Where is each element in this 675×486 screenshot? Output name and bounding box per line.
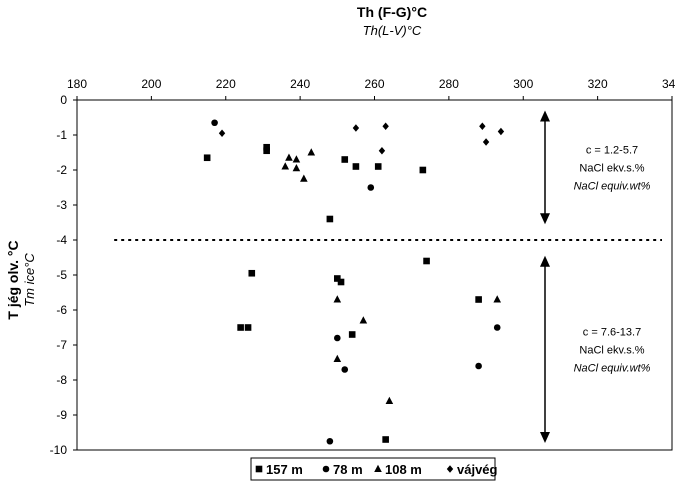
range-arrow-head-bottom [540,213,550,225]
data-point-square [337,278,345,286]
data-point-triangle [285,153,293,161]
data-point-square [352,163,360,170]
data-point-triangle [307,148,316,156]
y-tick-label: 0 [60,93,67,107]
y-tick-label: -9 [56,408,67,422]
data-point-triangle [493,295,502,303]
data-point-square [334,275,341,282]
range-annotations: c = 1.2-5.7 NaCl ekv.s.% NaCl equiv.wt% c =… [540,110,651,443]
legend-marker-diamond [446,465,454,473]
y-tick-label: -3 [56,198,67,212]
x-tick-label: 220 [216,77,236,91]
x-tick-label: 340 [662,77,675,91]
data-point-square [341,156,349,163]
data-point-square [374,163,382,170]
data-point-diamond [352,124,360,132]
x-tick-label: 300 [513,77,533,91]
data-point-square [382,436,389,443]
x-tick-label: 320 [588,77,608,91]
range-label-line: NaCl ekv.s.% [579,344,644,356]
legend-label: 108 m [385,462,422,477]
data-point-diamond [497,127,505,136]
data-point-square [326,215,334,223]
data-point-diamond [382,122,389,131]
data-point-circle [475,362,482,370]
y-axis-label-italic: Tm ice°C [22,253,37,307]
data-point-square [203,154,211,162]
range-label-line: c = 1.2-5.7 [586,144,638,156]
range-arrow-head-top [540,110,550,122]
y-axis: 0 -1 -2 -3 -4 -5 -6 -7 -8 -9 -10 [50,93,77,457]
data-point-diamond [378,146,386,155]
legend-items: 157 m 78 m 108 m vájvég [255,462,498,477]
y-axis-label: T jég olv. °C [5,240,21,319]
data-point-circle [334,334,341,342]
x-axis: 180 200 220 240 260 280 300 320 340 [67,77,675,100]
data-point-square [244,324,252,331]
data-point-triangle [281,162,290,170]
legend: 157 m 78 m 108 m vájvég [250,457,498,481]
data-point-square [248,269,256,277]
range-arrow-head-bottom [540,432,550,443]
data-point-diamond [482,138,490,146]
range-label-line: c = 7.6-13.7 [583,326,641,338]
chart-subtitle: Th(L-V)°C [363,23,422,38]
y-tick-label: -5 [56,268,67,282]
data-point-triangle [359,316,368,324]
y-tick-label: -2 [56,163,67,177]
data-point-circle [341,366,349,373]
data-point-triangle [333,354,342,362]
y-tick-label: -4 [56,233,67,247]
x-tick-label: 180 [67,77,87,91]
plot-area [76,99,673,451]
data-point-square [419,166,427,174]
legend-marker-triangle [374,464,382,472]
data-point-square [237,324,244,331]
data-point-circle [326,437,334,445]
data-point-square [263,147,270,155]
x-tick-label: 240 [290,77,310,91]
chart-title: Th (F-G)°C [357,4,427,20]
data-point-triangle [333,295,342,303]
range-label-line: NaCl equiv.wt% [574,180,651,192]
range-arrow-head-top [540,255,550,267]
data-point-triangle [292,164,301,172]
data-point-triangle [385,396,394,404]
legend-label: 78 m [333,462,363,477]
y-tick-label: -10 [50,443,68,457]
legend-label: vájvég [457,462,498,477]
legend-marker-square [255,465,263,473]
y-tick-label: -1 [56,128,67,142]
x-tick-label: 260 [364,77,384,91]
legend-label: 157 m [266,462,303,477]
data-point-circle [493,324,501,331]
y-tick-label: -6 [56,303,67,317]
range-label-line: NaCl equiv.wt% [574,362,651,374]
range-label-line: NaCl ekv.s.% [579,162,644,174]
data-point-square [475,296,482,303]
y-tick-label: -8 [56,373,67,387]
y-tick-label: -7 [56,338,67,352]
data-points [203,119,505,445]
data-point-square [348,331,356,338]
data-point-triangle [292,155,301,163]
data-point-diamond [218,129,226,138]
data-point-diamond [479,122,486,131]
legend-box [250,457,496,481]
data-point-square [423,257,430,265]
data-point-circle [367,184,375,191]
data-point-square [263,143,270,151]
x-tick-label: 280 [439,77,459,91]
data-point-triangle [300,174,308,182]
data-point-circle [211,119,218,127]
x-tick-label: 200 [141,77,161,91]
legend-marker-circle [322,465,330,473]
